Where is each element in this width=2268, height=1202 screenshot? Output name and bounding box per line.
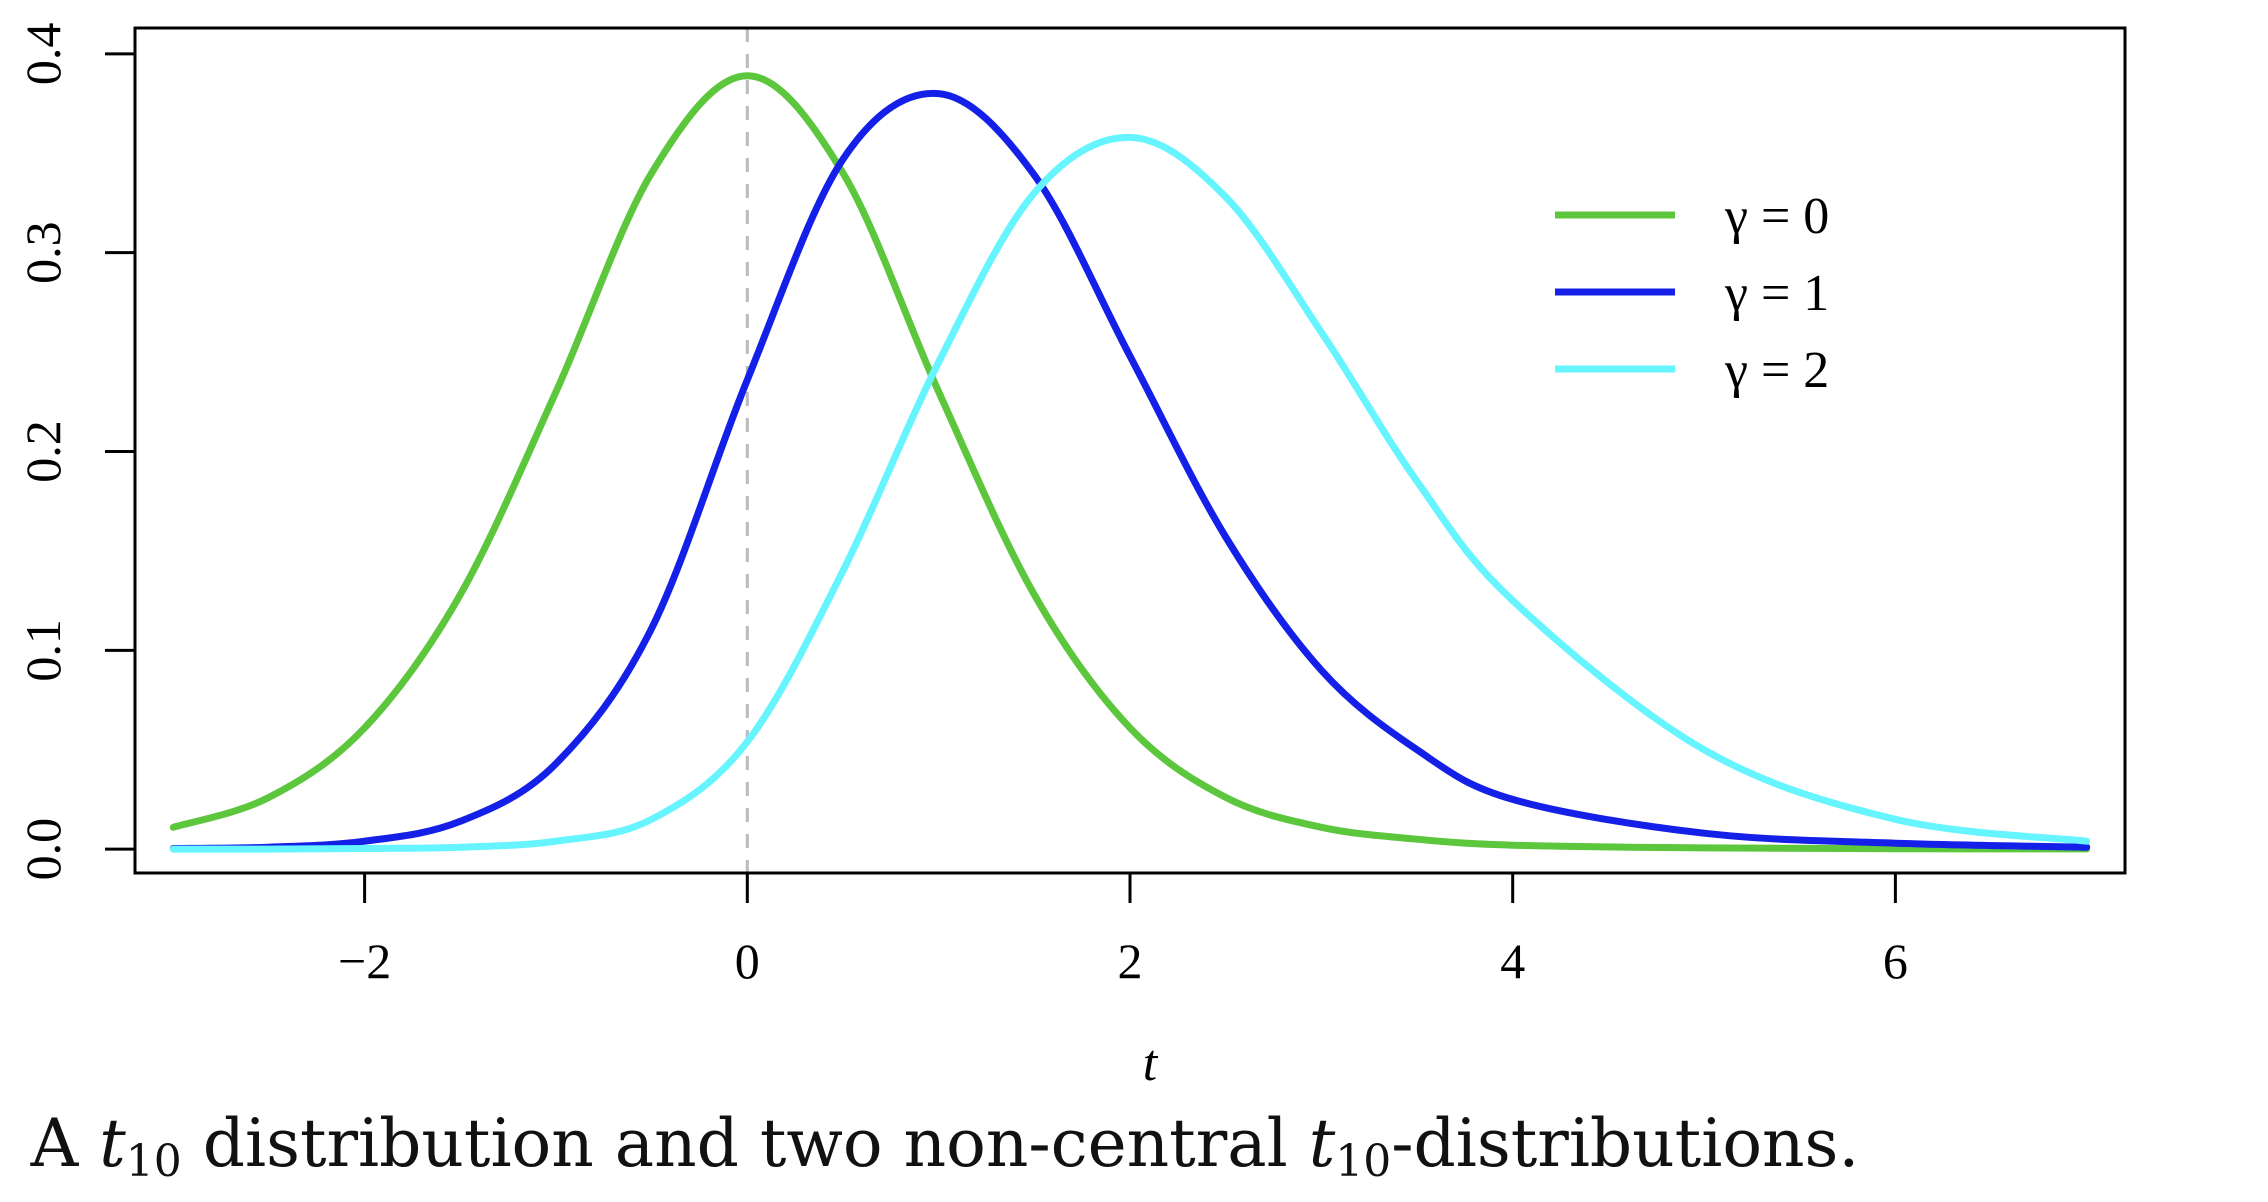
caption-subscript-2: 10	[1335, 1136, 1392, 1187]
series-lines	[169, 28, 2091, 873]
x-axis-title: t	[1143, 1035, 1159, 1092]
series-line-2	[169, 133, 2091, 853]
y-tick-label: 0.2	[15, 420, 71, 483]
figure-caption: A t10 distribution and two non-central t…	[0, 1105, 1890, 1187]
y-tick-label: 0.3	[15, 221, 71, 284]
y-tick-label: 0.4	[15, 23, 71, 86]
caption-t-symbol-2: t	[1308, 1105, 1336, 1182]
legend-label-0: γ = 0	[1724, 188, 1829, 245]
x-tick-label: 4	[1500, 933, 1525, 989]
caption-suffix: -distributions.	[1391, 1105, 1860, 1182]
y-tick-label: 0.0	[15, 818, 71, 881]
series-line-0	[169, 72, 2091, 853]
x-tick-label: −2	[338, 933, 391, 989]
axes: −2 0 2 4 6 0.0 0.1 0.2 0.3 0.4	[15, 23, 1908, 989]
caption-prefix: A	[30, 1105, 100, 1182]
legend: γ = 0 γ = 1 γ = 2	[1555, 188, 1829, 399]
y-tick-label: 0.1	[15, 619, 71, 682]
caption-t-symbol: t	[99, 1105, 126, 1182]
plot-frame	[133, 26, 2127, 875]
series-line-1	[169, 89, 2091, 852]
caption-subscript: 10	[125, 1136, 182, 1187]
caption-middle: distribution and two non-central	[181, 1105, 1309, 1182]
legend-label-1: γ = 1	[1724, 265, 1829, 322]
x-tick-label: 0	[735, 933, 760, 989]
x-tick-label: 2	[1118, 933, 1143, 989]
x-tick-label: 6	[1883, 933, 1908, 989]
legend-label-2: γ = 2	[1724, 342, 1829, 399]
